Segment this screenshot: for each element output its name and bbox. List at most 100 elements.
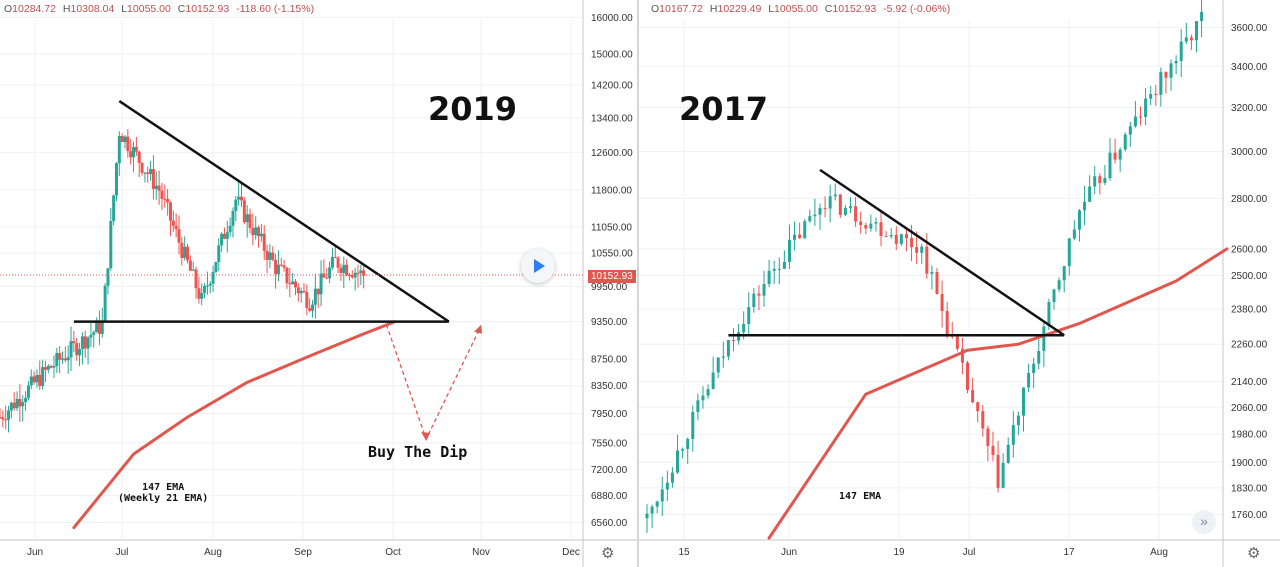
- play-button[interactable]: [521, 249, 555, 283]
- y-tick-label: 12600.00: [591, 148, 633, 159]
- candle: [276, 264, 280, 274]
- candle: [940, 293, 944, 312]
- candle: [322, 273, 326, 278]
- candle: [43, 367, 47, 370]
- y-tick-label: 1760.00: [1231, 510, 1268, 521]
- candle: [1149, 94, 1153, 99]
- ema-147-line: [767, 247, 1229, 540]
- candle: [833, 194, 837, 197]
- chart-2017-panel: O10167.72 H10229.49 L10055.00 C10152.93 …: [639, 0, 1280, 567]
- chart-2017-plot[interactable]: 3600.00 3400.00 3200.00 3000.00 2800.00 2600.…: [639, 0, 1280, 567]
- candle: [1067, 238, 1071, 267]
- scroll-to-latest-button[interactable]: »: [1192, 510, 1216, 534]
- candle: [225, 232, 229, 239]
- x-tick-label: Aug: [1150, 547, 1168, 558]
- candle: [157, 185, 161, 191]
- candle: [197, 288, 201, 299]
- candle: [146, 172, 150, 175]
- candle: [1, 417, 5, 420]
- candle: [120, 135, 124, 143]
- candle: [245, 214, 249, 223]
- candle: [205, 285, 209, 287]
- candle: [828, 196, 832, 209]
- candle: [986, 428, 990, 446]
- candle: [265, 250, 269, 260]
- y-tick-label: 16000.00: [591, 13, 633, 24]
- candle: [282, 265, 286, 268]
- candle: [61, 358, 65, 360]
- y-tick-label: 10550.00: [591, 249, 633, 260]
- candle: [38, 374, 42, 386]
- candle: [296, 287, 300, 294]
- candle: [333, 256, 337, 258]
- candle: [186, 246, 190, 261]
- candle: [288, 283, 292, 285]
- candle: [859, 221, 863, 226]
- candle: [731, 340, 735, 342]
- ema-label-2017: 147 EMA: [839, 491, 882, 502]
- y-tick-label: 2060.00: [1231, 403, 1268, 414]
- candle: [32, 376, 36, 383]
- candle: [686, 438, 690, 449]
- candle: [645, 513, 649, 519]
- candle: [46, 365, 50, 370]
- candle: [1057, 280, 1061, 290]
- candle: [183, 246, 187, 258]
- gear-icon[interactable]: ⚙: [1247, 545, 1261, 562]
- candle: [55, 353, 59, 367]
- x-tick-label: Jul: [116, 547, 129, 558]
- buy-the-dip-label: Buy The Dip: [368, 443, 468, 461]
- x-tick-label: 17: [1063, 547, 1075, 558]
- candle: [1011, 425, 1015, 445]
- candle: [174, 225, 178, 230]
- candle: [966, 362, 970, 391]
- candle: [72, 341, 76, 344]
- candle: [665, 482, 669, 490]
- candle: [762, 284, 766, 296]
- chart-2019-plot[interactable]: 16000.00 15000.00 14200.00 13400.00 12600.00…: [0, 0, 637, 567]
- candle: [798, 234, 802, 239]
- candle: [293, 281, 297, 288]
- candle: [237, 196, 241, 200]
- candle: [86, 337, 90, 349]
- candle: [1159, 71, 1163, 95]
- candle: [100, 321, 104, 334]
- candle: [1088, 186, 1092, 202]
- candle: [1113, 152, 1117, 160]
- candle: [15, 398, 19, 409]
- projection-path: [385, 324, 481, 441]
- candle: [271, 252, 275, 260]
- y-tick-label: 9950.00: [591, 282, 628, 293]
- candle: [670, 472, 674, 483]
- candle: [211, 272, 215, 284]
- y-tick-label: 3600.00: [1231, 23, 1268, 34]
- candle: [316, 288, 320, 295]
- y-tick-label: 14200.00: [591, 80, 633, 91]
- candle: [676, 450, 680, 473]
- candle: [285, 267, 289, 284]
- candle: [818, 208, 822, 215]
- gear-icon[interactable]: ⚙: [601, 545, 615, 562]
- candle: [336, 257, 340, 268]
- candle: [268, 252, 272, 260]
- candle: [879, 222, 883, 237]
- candle: [78, 349, 82, 356]
- candle: [960, 348, 964, 363]
- candle: [123, 136, 127, 143]
- candle: [660, 489, 664, 502]
- candle: [66, 357, 70, 361]
- y-tick-label: 2380.00: [1231, 305, 1268, 316]
- candle: [328, 267, 332, 279]
- candle: [935, 271, 939, 294]
- candle: [171, 220, 175, 226]
- candle: [95, 321, 99, 333]
- candle: [899, 234, 903, 244]
- candle: [701, 395, 705, 401]
- candle: [1194, 21, 1198, 41]
- candle: [154, 185, 158, 189]
- candle: [650, 506, 654, 514]
- candle: [325, 277, 329, 279]
- candle: [259, 233, 263, 237]
- candle: [955, 336, 959, 349]
- candle: [191, 269, 195, 271]
